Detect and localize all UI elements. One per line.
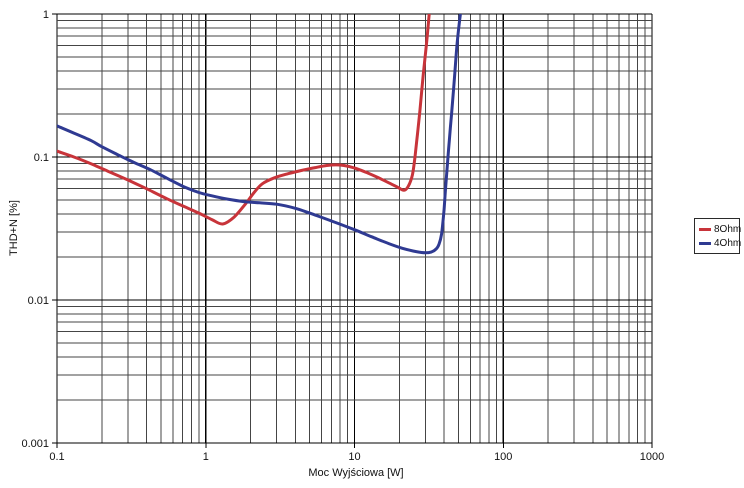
axis-tick-labels: 0.1 1 10 100 1000 1 0.1 0.01 0.001 xyxy=(21,9,664,463)
grid-lines xyxy=(56,13,653,444)
legend-label: 8Ohm xyxy=(714,223,742,235)
x-tick-label: 10 xyxy=(348,451,360,463)
x-tick-label: 0.1 xyxy=(49,451,64,463)
series-curve-4ohm xyxy=(57,14,462,255)
axis-tick-marks xyxy=(52,13,653,448)
legend-label: 4Ohm xyxy=(714,237,742,249)
data-series xyxy=(57,14,462,255)
x-tick-label: 1000 xyxy=(640,451,664,463)
series-curve-8ohm xyxy=(57,14,431,226)
y-tick-label: 0.001 xyxy=(21,438,49,450)
y-axis-label: THD+N [%] xyxy=(8,200,20,256)
y-tick-label: 0.1 xyxy=(34,152,49,164)
x-tick-label: 1 xyxy=(203,451,209,463)
y-tick-label: 0.01 xyxy=(28,295,49,307)
y-tick-label: 1 xyxy=(43,9,49,21)
legend-swatch-icon xyxy=(699,241,711,245)
legend-item-8ohm: 8Ohm xyxy=(699,222,741,236)
x-tick-label: 100 xyxy=(494,451,512,463)
legend-swatch-icon xyxy=(699,227,711,231)
x-axis-label: Moc Wyjściowa [W] xyxy=(308,467,403,479)
legend-box: 8Ohm 4Ohm xyxy=(694,218,741,254)
legend-item-4ohm: 4Ohm xyxy=(699,236,741,250)
